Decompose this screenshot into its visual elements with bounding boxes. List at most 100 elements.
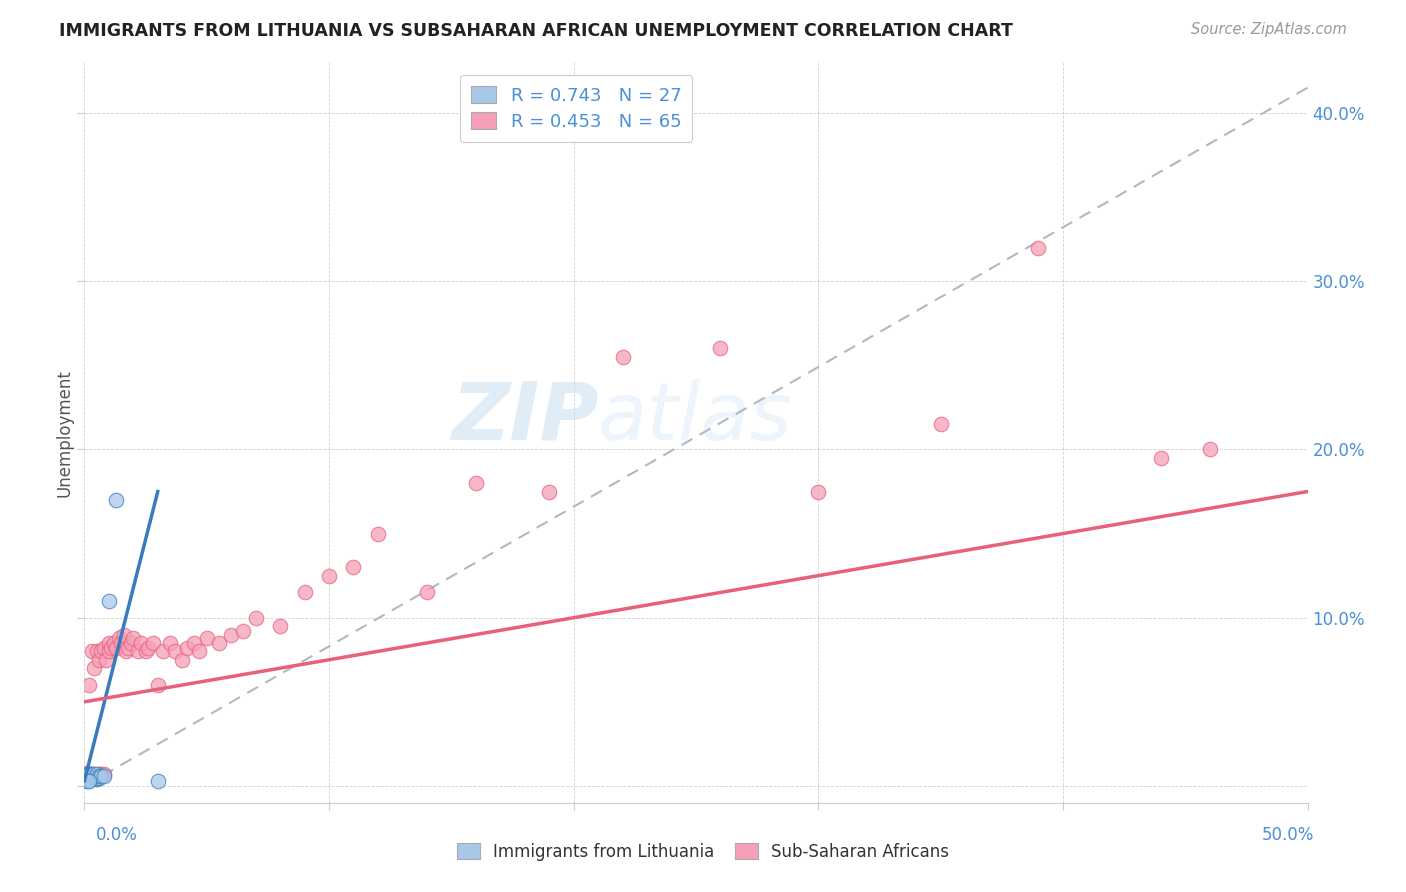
Point (80, 644, 103, 658)
Point (122, 631, 145, 645)
Point (146, 678, 169, 692)
Point (80, 771, 103, 785)
Point (76, 767, 98, 781)
Point (195, 631, 218, 645)
Point (342, 560, 364, 574)
Point (807, 484, 830, 499)
Point (1028, 240, 1050, 254)
Point (146, 773, 169, 788)
Point (367, 526, 389, 541)
Point (83, 769, 105, 783)
Point (294, 585, 316, 599)
Point (929, 417, 952, 432)
Point (93, 769, 115, 783)
Point (96, 653, 118, 667)
Point (93, 640, 115, 655)
Point (77, 773, 100, 788)
Text: IMMIGRANTS FROM LITHUANIA VS SUBSAHARAN AFRICAN UNEMPLOYMENT CORRELATION CHART: IMMIGRANTS FROM LITHUANIA VS SUBSAHARAN … (59, 22, 1012, 40)
Point (86, 767, 108, 781)
Point (163, 644, 186, 658)
Point (97, 644, 120, 658)
Point (188, 644, 211, 658)
Point (80, 767, 103, 781)
Point (83, 769, 105, 783)
Point (77, 771, 100, 785)
Point (318, 568, 340, 582)
Point (172, 653, 194, 667)
Point (269, 619, 291, 633)
Point (86, 769, 108, 783)
Text: Source: ZipAtlas.com: Source: ZipAtlas.com (1191, 22, 1347, 37)
Point (1198, 442, 1220, 457)
Point (80, 771, 103, 785)
Point (107, 631, 129, 645)
Point (90, 767, 112, 781)
Point (80, 767, 103, 781)
Y-axis label: Unemployment: Unemployment (55, 368, 73, 497)
Point (86, 644, 108, 658)
Point (77, 771, 100, 785)
Point (77, 767, 100, 781)
Point (76, 771, 98, 785)
Point (136, 640, 159, 655)
Point (110, 636, 132, 650)
Point (90, 769, 112, 783)
Point (76, 773, 98, 788)
Point (127, 644, 149, 658)
Point (77, 769, 100, 783)
Point (612, 350, 634, 364)
Point (90, 644, 112, 658)
Point (117, 640, 139, 655)
Point (142, 636, 165, 650)
Point (232, 624, 254, 639)
Point (159, 636, 181, 650)
Point (80, 772, 103, 787)
Point (245, 610, 267, 624)
Point (183, 636, 205, 650)
Point (416, 585, 439, 599)
Point (219, 627, 242, 641)
Point (93, 767, 115, 781)
Legend: Immigrants from Lithuania, Sub-Saharan Africans: Immigrants from Lithuania, Sub-Saharan A… (450, 837, 956, 868)
Point (709, 342, 731, 356)
Point (152, 644, 174, 658)
Point (87, 653, 110, 667)
Point (97, 636, 120, 650)
Point (86, 772, 108, 787)
Point (538, 484, 561, 499)
Point (129, 636, 152, 650)
Point (120, 636, 142, 650)
Text: 50.0%: 50.0% (1263, 826, 1315, 844)
Point (77, 678, 100, 692)
Point (76, 769, 98, 783)
Point (76, 772, 98, 787)
Point (80, 769, 103, 783)
Text: atlas: atlas (598, 379, 793, 457)
Legend: R = 0.743   N = 27, R = 0.453   N = 65: R = 0.743 N = 27, R = 0.453 N = 65 (460, 75, 693, 142)
Point (87, 771, 110, 785)
Point (76, 765, 98, 780)
Point (97, 594, 120, 608)
Point (105, 640, 128, 655)
Point (86, 771, 108, 785)
Point (208, 636, 231, 650)
Point (77, 767, 100, 781)
Point (176, 640, 198, 655)
Point (464, 476, 486, 491)
Point (112, 627, 135, 641)
Text: ZIP: ZIP (451, 379, 598, 457)
Point (103, 636, 125, 650)
Point (100, 640, 122, 655)
Point (135, 644, 157, 658)
Point (87, 769, 110, 783)
Point (77, 772, 100, 787)
Point (83, 771, 105, 785)
Point (76, 769, 98, 783)
Point (83, 661, 105, 675)
Point (105, 492, 128, 507)
Point (87, 767, 110, 781)
Point (115, 644, 138, 658)
Point (1150, 450, 1173, 465)
Point (86, 769, 108, 783)
Text: 0.0%: 0.0% (96, 826, 138, 844)
